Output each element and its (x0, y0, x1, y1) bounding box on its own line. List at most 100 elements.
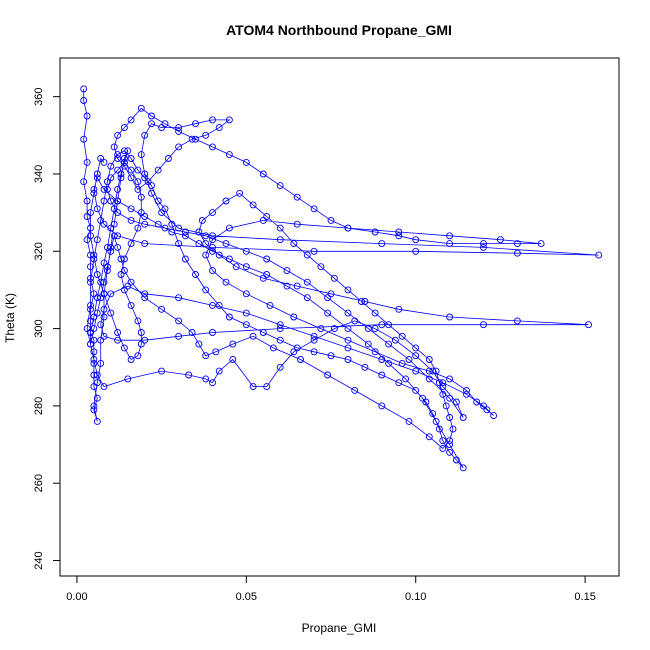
data-point (120, 255, 128, 263)
axis-ticks: 0.00 0.05 0.10 0.15 240 260 280 300 320 340 360 (33, 87, 596, 603)
data-point (585, 321, 592, 329)
data-point (80, 135, 88, 143)
data-point (378, 240, 386, 248)
data-point (446, 313, 454, 321)
data-point (249, 201, 257, 209)
data-point (439, 444, 447, 452)
data-point (175, 127, 183, 135)
data-point (344, 309, 352, 317)
data-point (120, 344, 128, 352)
data-point (395, 305, 403, 313)
data-point (459, 464, 467, 472)
data-point (412, 344, 420, 352)
data-point (144, 178, 152, 186)
data-point (100, 259, 108, 267)
data-point (90, 359, 98, 367)
data-point (90, 383, 98, 391)
data-point (371, 348, 379, 356)
plot-frame (59, 57, 620, 577)
data-point (385, 321, 393, 329)
data-point (344, 286, 352, 294)
data-point (117, 174, 125, 182)
data-point (134, 178, 142, 186)
x-tick-label: 0.15 (574, 591, 595, 603)
data-point (117, 170, 125, 178)
data-point (141, 290, 149, 298)
data-point (117, 255, 125, 263)
data-point (127, 174, 135, 182)
data-point (480, 240, 487, 248)
data-point (209, 379, 216, 387)
data-point (310, 205, 318, 213)
data-point (259, 274, 267, 282)
data-point (480, 321, 487, 329)
data-point (120, 267, 128, 275)
data-point (127, 301, 135, 309)
data-point (209, 247, 216, 255)
data-point (215, 124, 223, 132)
data-point (385, 359, 393, 367)
data-point (202, 251, 210, 259)
data-point (290, 240, 298, 248)
data-point (154, 220, 162, 228)
data-point (114, 209, 122, 217)
data-point (114, 197, 122, 205)
data-point (93, 174, 101, 182)
data-point (293, 220, 301, 228)
data-point (480, 243, 487, 251)
data-point (103, 267, 111, 275)
data-point (513, 249, 521, 257)
data-point (100, 305, 108, 313)
data-point (181, 228, 189, 236)
data-point (435, 379, 443, 387)
data-point (188, 329, 196, 336)
data-point (87, 329, 94, 336)
data-point (446, 232, 454, 240)
data-point (222, 240, 230, 248)
data-point (114, 336, 122, 344)
data-point (87, 232, 94, 240)
data-point (93, 294, 101, 302)
data-point (361, 363, 369, 371)
data-point (90, 313, 98, 321)
data-point (473, 398, 481, 406)
data-point (87, 317, 94, 325)
data-point (127, 116, 135, 124)
data-point (330, 325, 338, 333)
data-point (127, 166, 135, 174)
data-point (371, 228, 379, 236)
data-point (134, 166, 142, 174)
data-point (134, 224, 142, 232)
data-point (249, 383, 257, 391)
data-point (90, 348, 98, 356)
data-point (398, 359, 406, 367)
data-point (100, 332, 108, 340)
y-tick-label: 320 (33, 242, 45, 260)
data-point (141, 240, 149, 248)
data-point (158, 305, 166, 313)
data-point (120, 158, 128, 166)
data-point (269, 344, 277, 352)
data-point (110, 220, 118, 228)
data-point (175, 124, 183, 132)
data-point (202, 232, 210, 240)
data-point (148, 112, 155, 120)
data-point (446, 375, 454, 383)
data-point (107, 162, 115, 170)
data-point (446, 394, 454, 402)
y-tick-label: 260 (33, 474, 45, 492)
data-point (202, 286, 210, 294)
data-point (107, 290, 115, 298)
data-point (93, 417, 101, 425)
data-point (446, 414, 454, 421)
data-point (195, 340, 203, 348)
y-axis-label: Theta (K) (3, 293, 17, 343)
data-point (310, 348, 318, 356)
data-point (181, 232, 189, 240)
data-point (90, 189, 98, 197)
data-point (425, 356, 433, 363)
data-point (439, 390, 447, 398)
data-point (303, 278, 311, 286)
data-point (442, 402, 450, 410)
